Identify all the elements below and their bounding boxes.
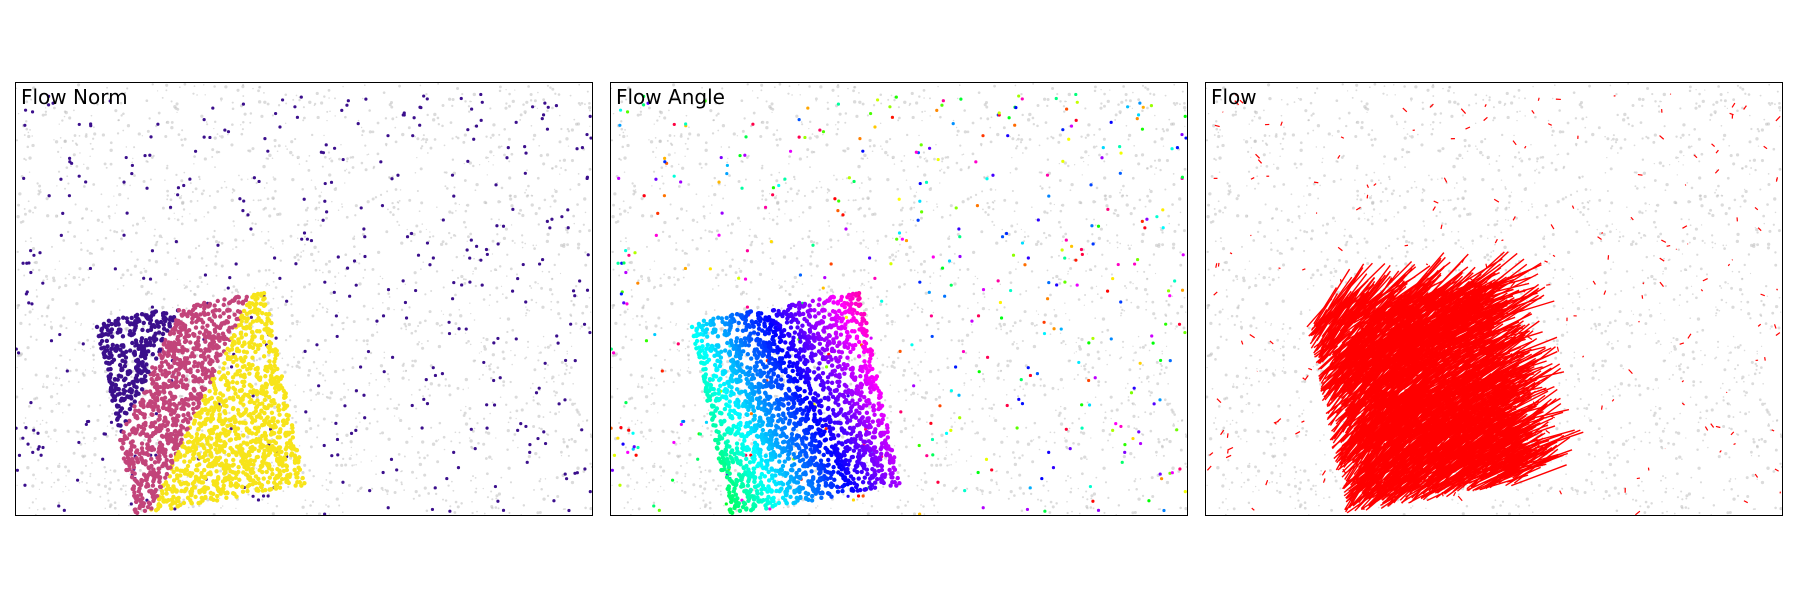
flow-angle-title: Flow Angle: [616, 85, 725, 109]
flow-vectors-image: [1206, 83, 1782, 515]
flow-angle-panel: Flow Angle: [610, 82, 1188, 516]
flow-norm-title: Flow Norm: [21, 85, 128, 109]
flow-norm-panel: Flow Norm: [15, 82, 593, 516]
flow-angle-image: [611, 83, 1187, 515]
flow-vectors-panel: Flow: [1205, 82, 1783, 516]
flow-vectors-title: Flow: [1211, 85, 1257, 109]
flow-norm-image: [16, 83, 592, 515]
